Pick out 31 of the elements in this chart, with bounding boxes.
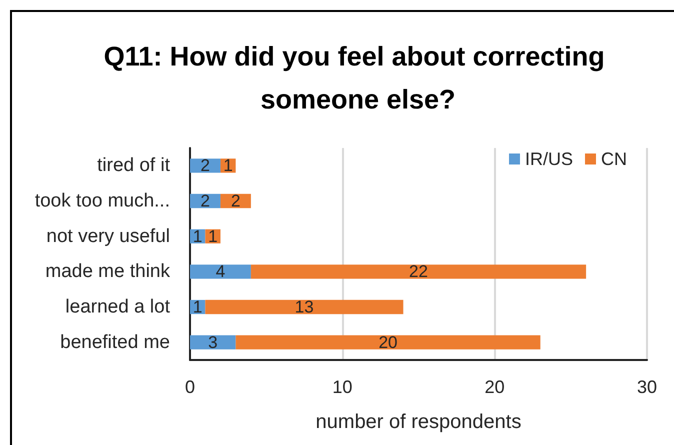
y-tick-label: made me think (45, 261, 170, 282)
y-tick-label: tired of it (97, 155, 171, 176)
data-label: 1 (192, 298, 202, 316)
data-label: 1 (223, 156, 233, 176)
y-tick-label: learned a lot (65, 296, 171, 318)
x-tick-label: 10 (332, 377, 352, 397)
data-label: 2 (200, 192, 210, 210)
bar (190, 264, 251, 279)
bar (190, 335, 236, 350)
data-label: 2 (230, 192, 240, 210)
data-label: 20 (378, 332, 398, 352)
data-label: 22 (409, 262, 428, 282)
x-tick-label: 30 (636, 377, 658, 397)
x-tick-label: 20 (484, 377, 505, 397)
bar (250, 264, 586, 279)
data-label: 13 (294, 298, 314, 316)
data-label: 1 (208, 226, 218, 246)
chart-title: Q11: How did you feel about correcting someone else? (104, 42, 612, 114)
y-tick-label: not very useful (46, 226, 170, 247)
y-tick-label: took too much... (34, 190, 170, 212)
x-tick-label: 0 (184, 377, 196, 397)
bar (236, 335, 540, 350)
x-axis-title: number of respondents (316, 411, 522, 433)
bar (205, 300, 404, 314)
data-label: 1 (192, 226, 202, 246)
data-label: 2 (200, 156, 210, 176)
y-tick-label: benefited me (60, 332, 170, 353)
data-label: 4 (216, 262, 226, 282)
legend-label: IR/US (524, 149, 574, 169)
legend-label: CN (601, 149, 627, 169)
data-label: 3 (208, 332, 218, 352)
